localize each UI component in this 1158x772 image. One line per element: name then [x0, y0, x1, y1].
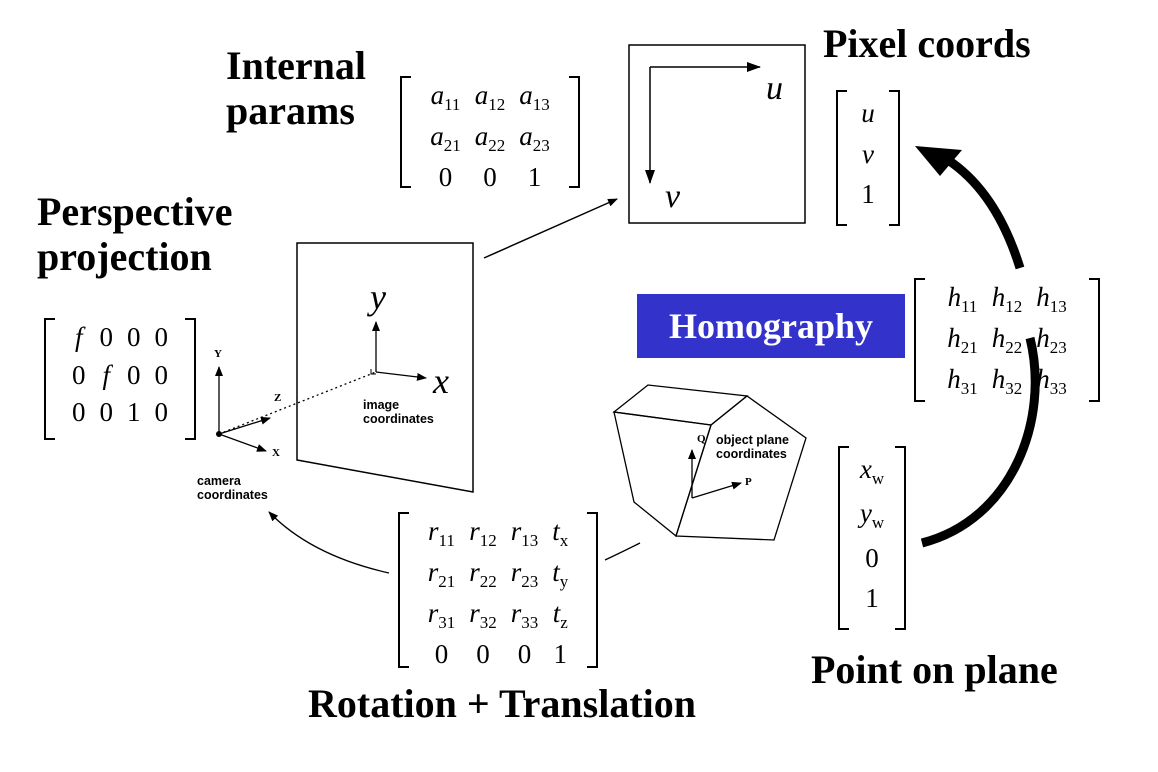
matrix-cell: h23 [1036, 323, 1067, 357]
matrix-cell: 0 [99, 396, 114, 427]
matrix-cell: 0 [127, 359, 141, 390]
matrix-cell: h11 [947, 282, 978, 316]
matrix-cell: r33 [510, 598, 539, 632]
matrix-cell: h12 [991, 282, 1023, 316]
image-to-pixel-arrow [483, 198, 618, 259]
matrix-cell: h33 [1036, 364, 1067, 398]
matrix-cell: f [74, 322, 83, 353]
matrix-cell: h21 [947, 323, 978, 357]
matrix-cell: h32 [991, 364, 1023, 398]
matrix-cell: r12 [469, 516, 497, 550]
matrix-cell: h13 [1036, 282, 1067, 316]
matrix-cell: 0 [154, 322, 169, 353]
matrix-cell: u [861, 97, 875, 128]
object-plane-caption: object plane coordinates [716, 433, 789, 462]
point-on-plane-label: Point on plane [811, 647, 1058, 692]
matrix-cell: h22 [991, 323, 1023, 357]
pixel-frame-box [628, 44, 806, 224]
rotation-translation-label: Rotation + Translation [308, 681, 697, 726]
camera-z-label: Z [274, 392, 282, 404]
matrix-cell: 0 [72, 359, 86, 390]
matrix-cell: v [862, 138, 874, 169]
matrix-cell: 1 [127, 396, 141, 427]
plane-to-rotation-line [604, 542, 641, 561]
camera-x-axis-arrow [218, 433, 267, 452]
object-box-side [613, 411, 712, 538]
matrix-cell: tz [552, 598, 568, 632]
matrix-cell: f [102, 359, 110, 390]
matrix-cell: yw [859, 498, 885, 533]
point-on-plane-vector: xw yw 0 1 [838, 446, 906, 630]
matrix-cell: ty [552, 557, 569, 591]
homography-arrowhead [915, 146, 962, 176]
image-x-axis-arrow [375, 371, 427, 381]
matrix-cell: r32 [469, 598, 497, 632]
image-coordinates-caption: image coordinates [363, 398, 434, 427]
matrix-cell: 0 [865, 542, 879, 573]
matrix-cell: r22 [469, 557, 497, 591]
camera-y-label: Y [214, 348, 222, 360]
matrix-cell: a11 [430, 80, 461, 114]
matrix-cell: tx [552, 516, 569, 550]
matrix-cell: 0 [434, 639, 449, 669]
object-p-axis-arrow [691, 481, 742, 499]
rotation-to-camera-arrow [268, 511, 390, 574]
image-y-label: y [370, 277, 386, 317]
matrix-cell: a12 [474, 80, 506, 114]
matrix-cell: 0 [154, 359, 169, 390]
matrix-cell: 1 [861, 179, 875, 210]
homography-arc-upper [945, 156, 1025, 270]
object-q-label: Q [697, 433, 706, 445]
matrix-cell: 1 [527, 162, 542, 192]
camera-x-label: X [272, 447, 280, 459]
matrix-cell: 0 [154, 396, 169, 427]
homography-label: Homography [637, 294, 905, 358]
matrix-cell: 0 [72, 396, 86, 427]
matrix-cell: a21 [430, 121, 461, 155]
matrix-cell: h31 [947, 364, 978, 398]
optical-axis-dotted [218, 371, 377, 435]
matrix-cell: a23 [519, 121, 550, 155]
image-x-label: x [433, 361, 449, 401]
internal-params-matrix: a11 a12 a13 a21 a22 a23 0 0 1 [400, 76, 580, 192]
matrix-cell: 0 [476, 639, 490, 669]
matrix-cell: a13 [519, 80, 550, 114]
matrix-cell: 0 [99, 322, 114, 353]
matrix-cell: 0 [438, 162, 453, 192]
object-box-top [612, 384, 749, 426]
perspective-projection-label: Perspective projection [37, 189, 233, 279]
matrix-cell: r21 [427, 557, 456, 591]
matrix-cell: 0 [517, 639, 532, 669]
matrix-cell: 0 [483, 162, 497, 192]
matrix-cell: 1 [865, 583, 879, 614]
matrix-cell: r31 [427, 598, 456, 632]
image-right-angle [370, 369, 376, 375]
pixel-u-label: u [766, 70, 783, 107]
matrix-cell: r11 [428, 516, 455, 550]
pixel-coords-label: Pixel coords [823, 21, 1031, 66]
matrix-cell: r13 [510, 516, 539, 550]
matrix-cell: r23 [510, 557, 539, 591]
homography-matrix: h11 h12 h13 h21 h22 h23 h31 h32 h33 [914, 278, 1100, 402]
matrix-cell: 0 [127, 322, 141, 353]
internal-params-label: Internal params [226, 43, 366, 133]
homography-arc-lower [920, 336, 1040, 548]
image-plane-outline [296, 242, 474, 493]
matrix-cell: a22 [474, 121, 506, 155]
object-box-front [675, 395, 807, 541]
pixel-v-label: v [665, 178, 681, 215]
rotation-translation-matrix: r11 r12 r13 tx r21 r22 r23 ty r31 r32 r33 tz 0 0 0 1 [398, 512, 598, 669]
camera-coordinates-caption: camera coordinates [197, 474, 268, 503]
matrix-cell: xw [859, 453, 885, 488]
object-p-label: P [745, 476, 752, 488]
camera-z-axis-arrow [218, 416, 271, 435]
matrix-cell: 1 [553, 639, 568, 669]
